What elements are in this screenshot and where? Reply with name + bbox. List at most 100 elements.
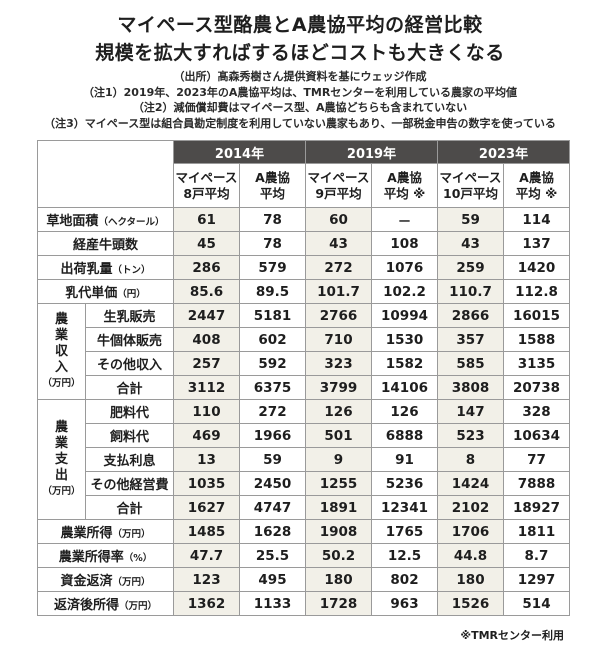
table-cell: 1530 [371,327,438,352]
table-cell: 1728 [305,591,372,616]
row-label-text: 農業所得 [60,526,113,541]
table-cell: 60 [305,207,372,232]
table-row: 合計 1627 4747 1891 12341 2102 18927 [38,495,570,520]
column-header: マイペース 9戸平均 [305,163,372,208]
table-row: 飼料代 469 1966 501 6888 523 10634 [38,423,570,448]
table-cell: 1076 [371,255,438,280]
year-header: 2023年 [437,140,570,164]
column-header: A農協 平均 ※ [503,163,570,208]
table-cell: 963 [371,591,438,616]
column-header: A農協 平均 ※ [371,163,438,208]
table-cell: 43 [437,231,504,256]
table-row: その他収入 257 592 323 1582 585 3135 [38,351,570,376]
group-unit: （万円） [42,485,81,497]
table-cell: 1035 [173,471,240,496]
table-cell: 45 [173,231,240,256]
table-cell: 5236 [371,471,438,496]
row-label-text: 草地面積 [46,214,99,229]
table-cell: 112.8 [503,279,570,304]
table-cell: 1706 [437,519,504,544]
table-cell: 286 [173,255,240,280]
row-label-text: 出荷乳量 [60,262,113,277]
table-cell: 3808 [437,375,504,400]
table-cell: 50.2 [305,543,372,568]
column-header-line: マイペース [439,169,502,185]
table-cell: 7888 [503,471,570,496]
note-3: （注3）マイペース型は組合員勘定制度を利用していない農家もあり、一部税金申告の数… [44,116,556,130]
row-label: その他経営費 [85,471,174,496]
group-label-char: 農 [54,311,68,327]
table-cell: 2447 [173,303,240,328]
year-header: 2019年 [305,140,438,164]
row-label-text: 農業所得率 [58,550,124,565]
table-cell: 3135 [503,351,570,376]
table-cell: 523 [437,423,504,448]
table-cell: 1582 [371,351,438,376]
table-cell: 137 [503,231,570,256]
table-cell: 8 [437,447,504,472]
column-header-row: マイペース 8戸平均 A農協 平均 マイペース 9戸平均 A農協 平均 ※ マイペース 10戸平均… [38,163,570,208]
table-cell: 469 [173,423,240,448]
column-header-line: A農協 [255,169,290,185]
row-unit: （トン） [112,265,151,276]
table-cell: 78 [239,207,306,232]
table-cell: 1966 [239,423,306,448]
table-cell: 710 [305,327,372,352]
row-label: 資金返済（万円） [37,567,174,592]
table-cell: 59 [239,447,306,472]
note-2: （注2）減価償却費はマイペース型、A農協どちらも含まれていない [132,101,468,114]
table-cell: 579 [239,255,306,280]
corner-cell [37,140,174,208]
table-cell: 357 [437,327,504,352]
column-header-line: 8戸平均 [183,185,230,201]
table-row: 農業収入 （万円） 生乳販売 2447 5181 2766 10994 2866 16015 [37,303,570,400]
table-row: 資金返済（万円） 123 495 180 802 180 1297 [37,567,570,592]
table-cell: － [371,207,438,232]
row-label: 農業所得率（%） [37,543,174,568]
group-label-char: 業 [54,435,68,451]
notes: （出所）髙森秀樹さん提供資料を基にウェッジ作成 （注1）2019年、2023年の… [0,69,600,131]
row-unit: （ヘクタール） [98,217,165,228]
chart-title: マイペース型酪農とA農協平均の経営比較 [117,14,483,36]
table-cell: 180 [437,567,504,592]
table-cell: 9 [305,447,372,472]
table-cell: 110 [173,399,240,424]
table-row: 経産牛頭数 45 78 43 108 43 137 [37,231,570,256]
column-header: A農協 平均 [239,163,306,208]
row-label: 飼料代 [85,423,174,448]
comparison-table: 2014年 2019年 2023年 マイペース 8戸平均 A農協 平均 マイペース 9戸平均 A農… [37,140,570,616]
table-cell: 6375 [239,375,306,400]
row-label: 肥料代 [85,399,174,424]
note-1: （注1）2019年、2023年のA農協平均は、TMRセンターを利用している農家の… [83,85,517,99]
row-label: 返済後所得（万円） [37,591,174,616]
table-cell: 585 [437,351,504,376]
table-cell: 6888 [371,423,438,448]
table-row: 出荷乳量（トン） 286 579 272 1076 259 1420 [37,255,570,280]
table-row: 支払利息 13 59 9 91 8 77 [38,447,570,472]
group-label-char: 収 [54,343,68,359]
table-cell: 44.8 [437,543,504,568]
table-cell: 514 [503,591,570,616]
row-label: その他収入 [85,351,174,376]
table-cell: 14106 [371,375,438,400]
column-header-line: A農協 [387,169,422,185]
table-cell: 85.6 [173,279,240,304]
table-row: 農業支出（万円） 肥料代 110 272 126 126 147 328 [37,399,570,520]
table-cell: 1485 [173,519,240,544]
table-cell: 12341 [371,495,438,520]
row-label: 乳代単価（円） [37,279,174,304]
column-header-line: A農協 [519,169,554,185]
table-cell: 110.7 [437,279,504,304]
footnote: ※TMRセンター利用 [460,629,564,642]
table-cell: 10634 [503,423,570,448]
table-cell: 5181 [239,303,306,328]
chart-subtitle: 規模を拡大すればするほどコストも大きくなる [95,42,505,64]
table-cell: 1628 [239,519,306,544]
group-label-expense: 農業支出 （万円） [37,399,86,520]
table-cell: 802 [371,567,438,592]
table-cell: 1133 [239,591,306,616]
row-label: 生乳販売 [85,303,174,328]
row-label-text: 経産牛頭数 [72,238,138,253]
row-label: 牛個体販売 [85,327,174,352]
column-header-line: マイペース [175,169,238,185]
